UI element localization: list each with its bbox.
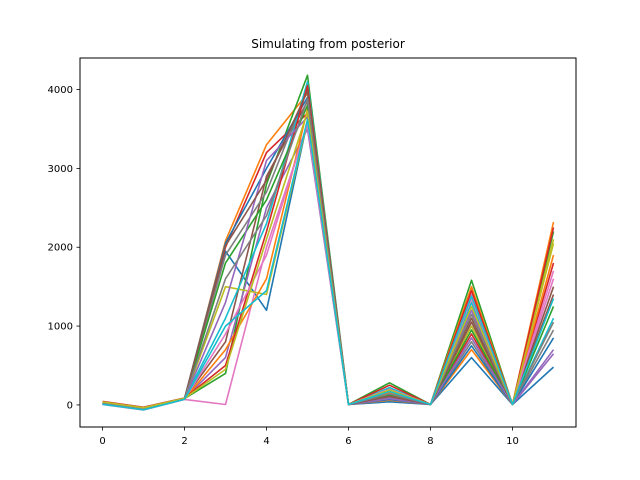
x-axis: 0 2 4 6 8 10 [99, 427, 519, 447]
plot-frame [79, 57, 577, 428]
x-tick-label-2: 2 [181, 436, 187, 447]
y-axis: 0 1000 2000 3000 4000 [48, 85, 80, 411]
x-tick-label-10: 10 [506, 436, 519, 447]
x-tick-label-0: 0 [99, 436, 105, 447]
y-tick-label-4000: 4000 [48, 85, 73, 96]
y-tick-label-1000: 1000 [48, 322, 73, 333]
x-tick-label-8: 8 [427, 436, 433, 447]
x-tick-label-6: 6 [345, 436, 351, 447]
y-tick-label-2000: 2000 [48, 243, 73, 254]
y-tick-label-3000: 3000 [48, 164, 73, 175]
y-tick-label-0: 0 [67, 400, 73, 411]
chart-title: Simulating from posterior [251, 37, 405, 51]
x-tick-label-4: 4 [263, 436, 269, 447]
series-line-sim-20 [102, 118, 555, 411]
series-layer [102, 74, 555, 411]
